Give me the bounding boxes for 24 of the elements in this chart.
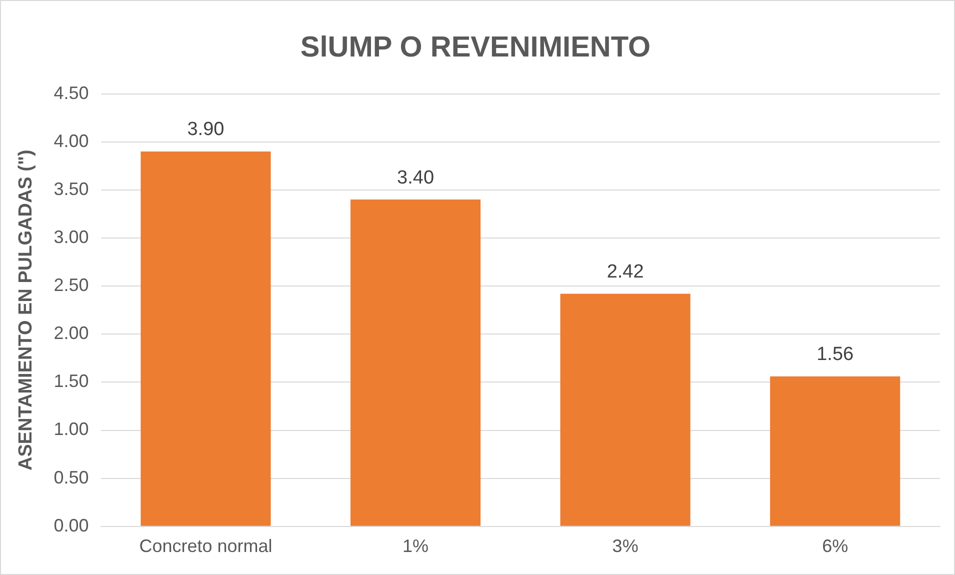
y-axis-title: ASENTAMIENTO EN PULGADAS (")	[16, 150, 37, 470]
x-tick-label: 3%	[612, 536, 638, 556]
bar	[140, 151, 271, 526]
y-tick-label: 1.00	[54, 419, 89, 440]
data-label: 2.42	[606, 261, 644, 282]
y-tick-label: 0.00	[54, 515, 89, 536]
x-tick-label: Concreto normal	[139, 536, 272, 556]
x-tick-label: 1%	[402, 536, 429, 556]
data-label: 3.90	[187, 119, 224, 140]
y-tick-label: 4.50	[54, 82, 89, 103]
y-tick-label: 3.50	[54, 178, 89, 199]
y-tick-label: 2.50	[54, 275, 89, 296]
bar	[770, 376, 900, 526]
data-label: 3.40	[397, 167, 434, 188]
chart-title: SlUMP O REVENIMIENTO	[300, 31, 651, 64]
y-tick-label: 2.00	[54, 323, 89, 344]
bar	[560, 294, 690, 526]
y-tick-label: 1.50	[54, 371, 89, 392]
x-tick-label: 6%	[822, 536, 848, 556]
data-label: 1.56	[816, 344, 854, 366]
y-tick-label: 4.00	[54, 130, 89, 151]
y-tick-label: 0.50	[54, 467, 89, 488]
bar	[350, 200, 481, 526]
y-tick-label: 3.00	[54, 226, 89, 247]
